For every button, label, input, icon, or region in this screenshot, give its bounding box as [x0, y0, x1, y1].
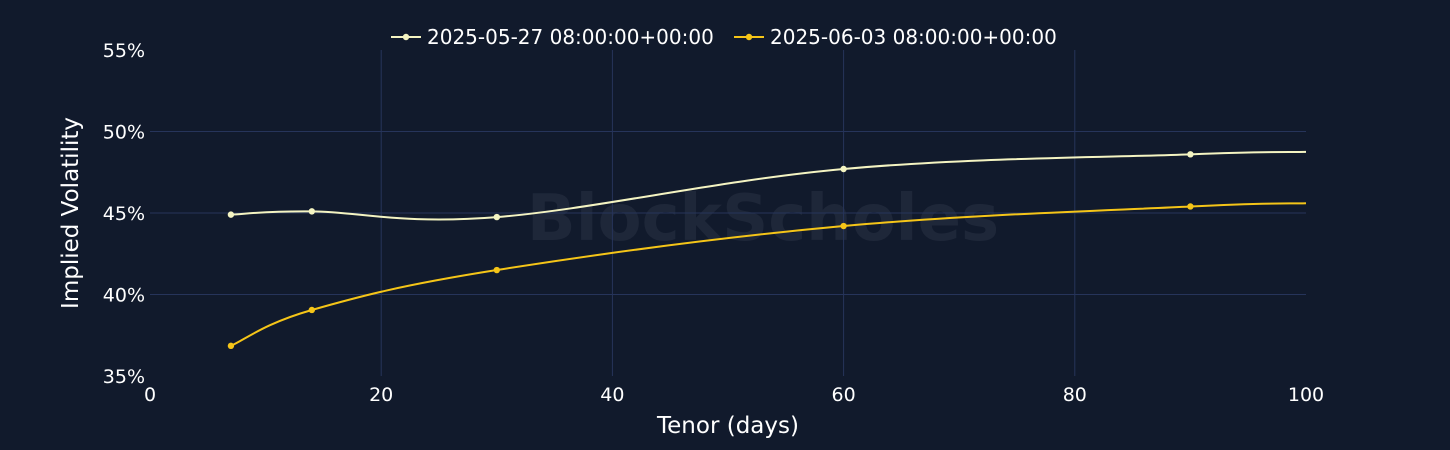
x-tick-label: 40	[600, 384, 624, 406]
y-tick-label: 35%	[103, 366, 145, 388]
series-markers	[227, 151, 1194, 350]
data-point	[308, 208, 316, 215]
legend-swatch-marker	[402, 33, 410, 41]
watermark: BlockScholes	[527, 182, 999, 256]
data-point	[308, 306, 316, 314]
y-tick-label: 55%	[103, 40, 145, 62]
y-axis-title: Implied Volatility	[58, 117, 84, 309]
legend-swatch-marker	[745, 33, 753, 41]
legend-label: 2025-06-03 08:00:00+00:00	[770, 25, 1057, 49]
data-point	[840, 222, 847, 230]
y-tick-label: 40%	[103, 285, 145, 307]
data-point	[840, 165, 847, 173]
data-point	[1187, 151, 1194, 158]
data-point	[227, 211, 235, 218]
legend-label: 2025-05-27 08:00:00+00:00	[427, 25, 714, 49]
x-tick-label: 100	[1288, 384, 1324, 406]
data-point	[493, 266, 500, 274]
x-axis-ticks: 0 20 40 60 80 100	[144, 384, 1324, 406]
legend: 2025-05-27 08:00:00+00:00 2025-06-03 08:0…	[391, 25, 1057, 49]
grid	[150, 50, 1306, 376]
x-tick-label: 80	[1063, 384, 1087, 406]
x-tick-label: 0	[144, 384, 156, 406]
data-point	[227, 342, 235, 350]
x-tick-label: 60	[832, 384, 856, 406]
y-tick-label: 50%	[103, 122, 145, 144]
y-axis-ticks: 35% 40% 45% 50% 55%	[103, 40, 145, 388]
data-point	[493, 213, 500, 221]
x-tick-label: 20	[369, 384, 393, 406]
data-point	[1187, 203, 1194, 210]
y-tick-label: 45%	[103, 203, 145, 225]
x-axis-title: Tenor (days)	[656, 413, 799, 439]
